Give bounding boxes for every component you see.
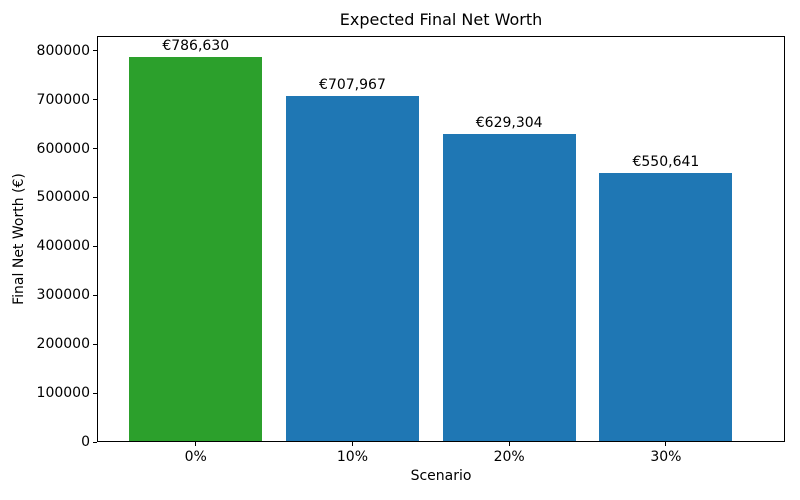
x-tick-mark [508,442,510,446]
bar-value-label: €550,641 [632,153,700,170]
bar-value-label: €629,304 [475,115,543,132]
y-tick-label: 600000 [36,140,90,157]
chart-title: Expected Final Net Worth [339,10,543,29]
y-tick-label: 800000 [36,42,90,59]
y-tick-mark [93,441,97,443]
x-axis-label: Scenario [410,468,472,484]
y-tick-mark [93,343,97,345]
bar-20% [442,134,576,441]
x-tick-label: 20% [493,449,525,465]
y-tick-label: 200000 [36,336,90,353]
bar-value-label: €786,630 [162,38,230,55]
y-tick-mark [93,245,97,247]
x-tick-mark [351,442,353,446]
x-tick-mark [665,442,667,446]
bar-value-label: €707,967 [319,76,386,93]
y-tick-label: 0 [81,434,90,450]
x-tick-label: 0% [184,449,207,465]
y-tick-mark [93,50,97,52]
x-tick-mark [195,442,197,446]
y-tick-label: 700000 [36,91,90,108]
y-tick-label: 300000 [36,287,90,304]
y-tick-mark [93,196,97,198]
y-tick-label: 500000 [36,189,90,206]
y-tick-mark [93,392,97,394]
y-tick-label: 100000 [36,385,90,402]
y-tick-mark [93,148,97,149]
y-tick-label: 400000 [36,238,90,255]
bar-0% [129,57,263,441]
y-tick-mark [93,294,97,296]
y-tick-mark [93,99,97,101]
bar-10% [285,95,420,441]
bar-30% [599,172,733,441]
x-tick-label: 10% [336,449,369,465]
x-tick-label: 30% [650,449,682,465]
